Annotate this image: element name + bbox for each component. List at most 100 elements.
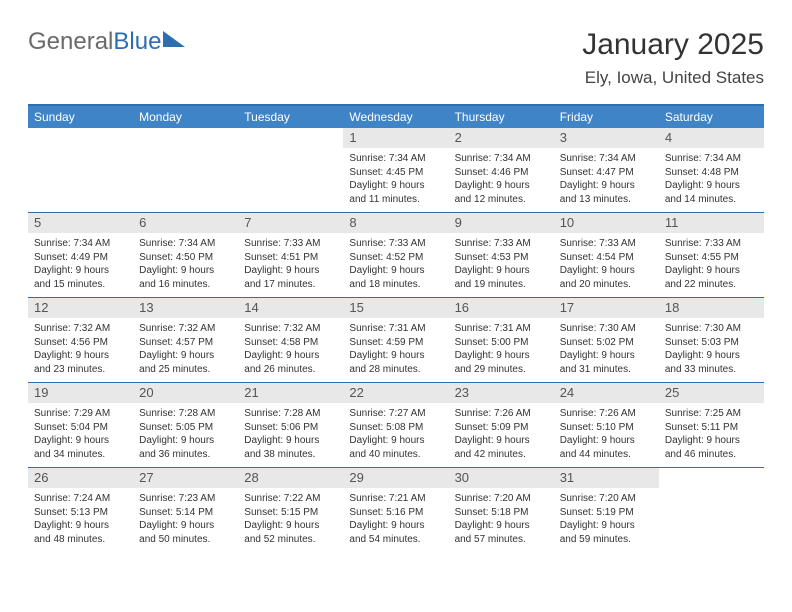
day-cell: 18Sunrise: 7:30 AMSunset: 5:03 PMDayligh… bbox=[659, 298, 764, 382]
day-cell: 2Sunrise: 7:34 AMSunset: 4:46 PMDaylight… bbox=[449, 128, 554, 212]
sunrise-line: Sunrise: 7:32 AM bbox=[34, 322, 127, 336]
daylight-line-2: and 17 minutes. bbox=[244, 278, 337, 292]
sunset-line: Sunset: 4:58 PM bbox=[244, 336, 337, 350]
sunrise-prefix: Sunrise: bbox=[34, 408, 73, 419]
sunset-value: 4:47 PM bbox=[596, 167, 633, 178]
sunset-prefix: Sunset: bbox=[560, 507, 597, 518]
day-cell: 25Sunrise: 7:25 AMSunset: 5:11 PMDayligh… bbox=[659, 383, 764, 467]
sunset-prefix: Sunset: bbox=[455, 252, 492, 263]
daylight-line-1: Daylight: 9 hours bbox=[349, 519, 442, 533]
daylight-line-2: and 29 minutes. bbox=[455, 363, 548, 377]
day-cell: 11Sunrise: 7:33 AMSunset: 4:55 PMDayligh… bbox=[659, 213, 764, 297]
daylight-line-2: and 34 minutes. bbox=[34, 448, 127, 462]
day-info: Sunrise: 7:28 AMSunset: 5:06 PMDaylight:… bbox=[238, 403, 343, 465]
sunrise-value: 7:28 AM bbox=[179, 408, 216, 419]
sunrise-prefix: Sunrise: bbox=[349, 153, 388, 164]
day-number: 23 bbox=[449, 383, 554, 403]
sunset-prefix: Sunset: bbox=[665, 167, 702, 178]
day-info: Sunrise: 7:34 AMSunset: 4:45 PMDaylight:… bbox=[343, 148, 448, 210]
sunrise-prefix: Sunrise: bbox=[665, 408, 704, 419]
day-cell: 1Sunrise: 7:34 AMSunset: 4:45 PMDaylight… bbox=[343, 128, 448, 212]
sunset-value: 4:59 PM bbox=[386, 337, 423, 348]
sunrise-line: Sunrise: 7:34 AM bbox=[139, 237, 232, 251]
daylight-line-2: and 52 minutes. bbox=[244, 533, 337, 547]
day-info: Sunrise: 7:23 AMSunset: 5:14 PMDaylight:… bbox=[133, 488, 238, 550]
day-cell: 24Sunrise: 7:26 AMSunset: 5:10 PMDayligh… bbox=[554, 383, 659, 467]
sunrise-value: 7:28 AM bbox=[284, 408, 321, 419]
sunset-value: 5:19 PM bbox=[596, 507, 633, 518]
sunrise-line: Sunrise: 7:34 AM bbox=[34, 237, 127, 251]
day-number: 20 bbox=[133, 383, 238, 403]
day-number: 19 bbox=[28, 383, 133, 403]
sunrise-prefix: Sunrise: bbox=[455, 238, 494, 249]
day-number: 26 bbox=[28, 468, 133, 488]
sunset-line: Sunset: 5:15 PM bbox=[244, 506, 337, 520]
day-number: 8 bbox=[343, 213, 448, 233]
day-cell: 17Sunrise: 7:30 AMSunset: 5:02 PMDayligh… bbox=[554, 298, 659, 382]
logo: GeneralBlue bbox=[28, 28, 185, 56]
sunset-prefix: Sunset: bbox=[34, 337, 71, 348]
sunset-line: Sunset: 4:49 PM bbox=[34, 251, 127, 265]
sunset-value: 4:51 PM bbox=[281, 252, 318, 263]
day-info: Sunrise: 7:33 AMSunset: 4:52 PMDaylight:… bbox=[343, 233, 448, 295]
sunrise-line: Sunrise: 7:29 AM bbox=[34, 407, 127, 421]
daylight-line-1: Daylight: 9 hours bbox=[34, 519, 127, 533]
sunset-line: Sunset: 5:14 PM bbox=[139, 506, 232, 520]
day-header-row: SundayMondayTuesdayWednesdayThursdayFrid… bbox=[28, 106, 764, 128]
daylight-line-2: and 40 minutes. bbox=[349, 448, 442, 462]
day-cell bbox=[238, 128, 343, 212]
day-cell bbox=[133, 128, 238, 212]
sunrise-line: Sunrise: 7:26 AM bbox=[560, 407, 653, 421]
daylight-line-1: Daylight: 9 hours bbox=[665, 264, 758, 278]
sunrise-prefix: Sunrise: bbox=[34, 323, 73, 334]
sunset-prefix: Sunset: bbox=[455, 167, 492, 178]
day-number: 2 bbox=[449, 128, 554, 148]
daylight-line-2: and 38 minutes. bbox=[244, 448, 337, 462]
daylight-line-2: and 22 minutes. bbox=[665, 278, 758, 292]
sunrise-value: 7:33 AM bbox=[494, 238, 531, 249]
daylight-line-2: and 46 minutes. bbox=[665, 448, 758, 462]
day-cell: 13Sunrise: 7:32 AMSunset: 4:57 PMDayligh… bbox=[133, 298, 238, 382]
sunset-line: Sunset: 5:02 PM bbox=[560, 336, 653, 350]
day-info: Sunrise: 7:31 AMSunset: 4:59 PMDaylight:… bbox=[343, 318, 448, 380]
sunrise-prefix: Sunrise: bbox=[455, 323, 494, 334]
sunrise-value: 7:31 AM bbox=[494, 323, 531, 334]
week-row: 12Sunrise: 7:32 AMSunset: 4:56 PMDayligh… bbox=[28, 297, 764, 382]
sunset-prefix: Sunset: bbox=[244, 422, 281, 433]
sunrise-prefix: Sunrise: bbox=[139, 493, 178, 504]
daylight-line-2: and 16 minutes. bbox=[139, 278, 232, 292]
day-info: Sunrise: 7:33 AMSunset: 4:51 PMDaylight:… bbox=[238, 233, 343, 295]
daylight-line-1: Daylight: 9 hours bbox=[560, 434, 653, 448]
sunrise-line: Sunrise: 7:25 AM bbox=[665, 407, 758, 421]
day-info: Sunrise: 7:27 AMSunset: 5:08 PMDaylight:… bbox=[343, 403, 448, 465]
daylight-line-2: and 42 minutes. bbox=[455, 448, 548, 462]
sunset-prefix: Sunset: bbox=[349, 507, 386, 518]
sunrise-prefix: Sunrise: bbox=[244, 238, 283, 249]
daylight-line-1: Daylight: 9 hours bbox=[244, 264, 337, 278]
day-number: 10 bbox=[554, 213, 659, 233]
sunset-value: 5:02 PM bbox=[596, 337, 633, 348]
sunrise-line: Sunrise: 7:34 AM bbox=[665, 152, 758, 166]
sunset-prefix: Sunset: bbox=[34, 252, 71, 263]
sunrise-line: Sunrise: 7:27 AM bbox=[349, 407, 442, 421]
sunrise-line: Sunrise: 7:34 AM bbox=[560, 152, 653, 166]
sunrise-line: Sunrise: 7:32 AM bbox=[139, 322, 232, 336]
day-cell: 19Sunrise: 7:29 AMSunset: 5:04 PMDayligh… bbox=[28, 383, 133, 467]
sunrise-value: 7:21 AM bbox=[389, 493, 426, 504]
daylight-line-1: Daylight: 9 hours bbox=[455, 519, 548, 533]
daylight-line-2: and 11 minutes. bbox=[349, 193, 442, 207]
week-row: 26Sunrise: 7:24 AMSunset: 5:13 PMDayligh… bbox=[28, 467, 764, 552]
daylight-line-1: Daylight: 9 hours bbox=[244, 519, 337, 533]
day-info: Sunrise: 7:34 AMSunset: 4:49 PMDaylight:… bbox=[28, 233, 133, 295]
sunset-line: Sunset: 4:53 PM bbox=[455, 251, 548, 265]
daylight-line-2: and 25 minutes. bbox=[139, 363, 232, 377]
day-number: 14 bbox=[238, 298, 343, 318]
header: January 2025 Ely, Iowa, United States bbox=[582, 28, 764, 88]
daylight-line-1: Daylight: 9 hours bbox=[455, 179, 548, 193]
day-info: Sunrise: 7:32 AMSunset: 4:56 PMDaylight:… bbox=[28, 318, 133, 380]
sunrise-value: 7:29 AM bbox=[73, 408, 110, 419]
day-number: 7 bbox=[238, 213, 343, 233]
day-cell: 3Sunrise: 7:34 AMSunset: 4:47 PMDaylight… bbox=[554, 128, 659, 212]
sunrise-line: Sunrise: 7:32 AM bbox=[244, 322, 337, 336]
day-info: Sunrise: 7:25 AMSunset: 5:11 PMDaylight:… bbox=[659, 403, 764, 465]
